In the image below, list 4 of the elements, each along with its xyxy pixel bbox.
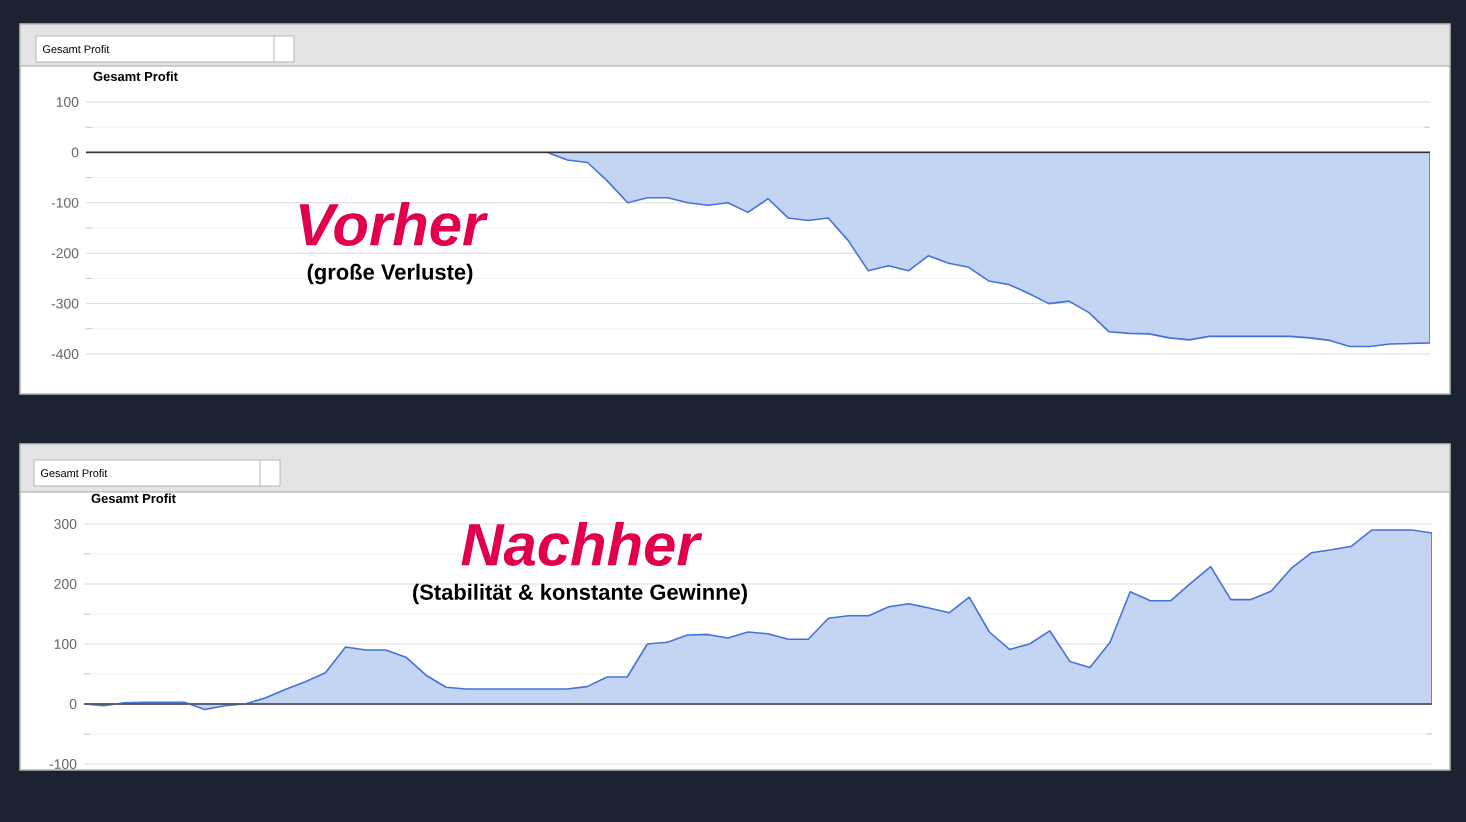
annotation: (Stabilität & konstante Gewinne): [413, 583, 747, 605]
annotation: Vorher: [299, 202, 488, 246]
annotation: Nachher: [461, 522, 703, 566]
annotation: (große Verluste): [307, 263, 473, 285]
